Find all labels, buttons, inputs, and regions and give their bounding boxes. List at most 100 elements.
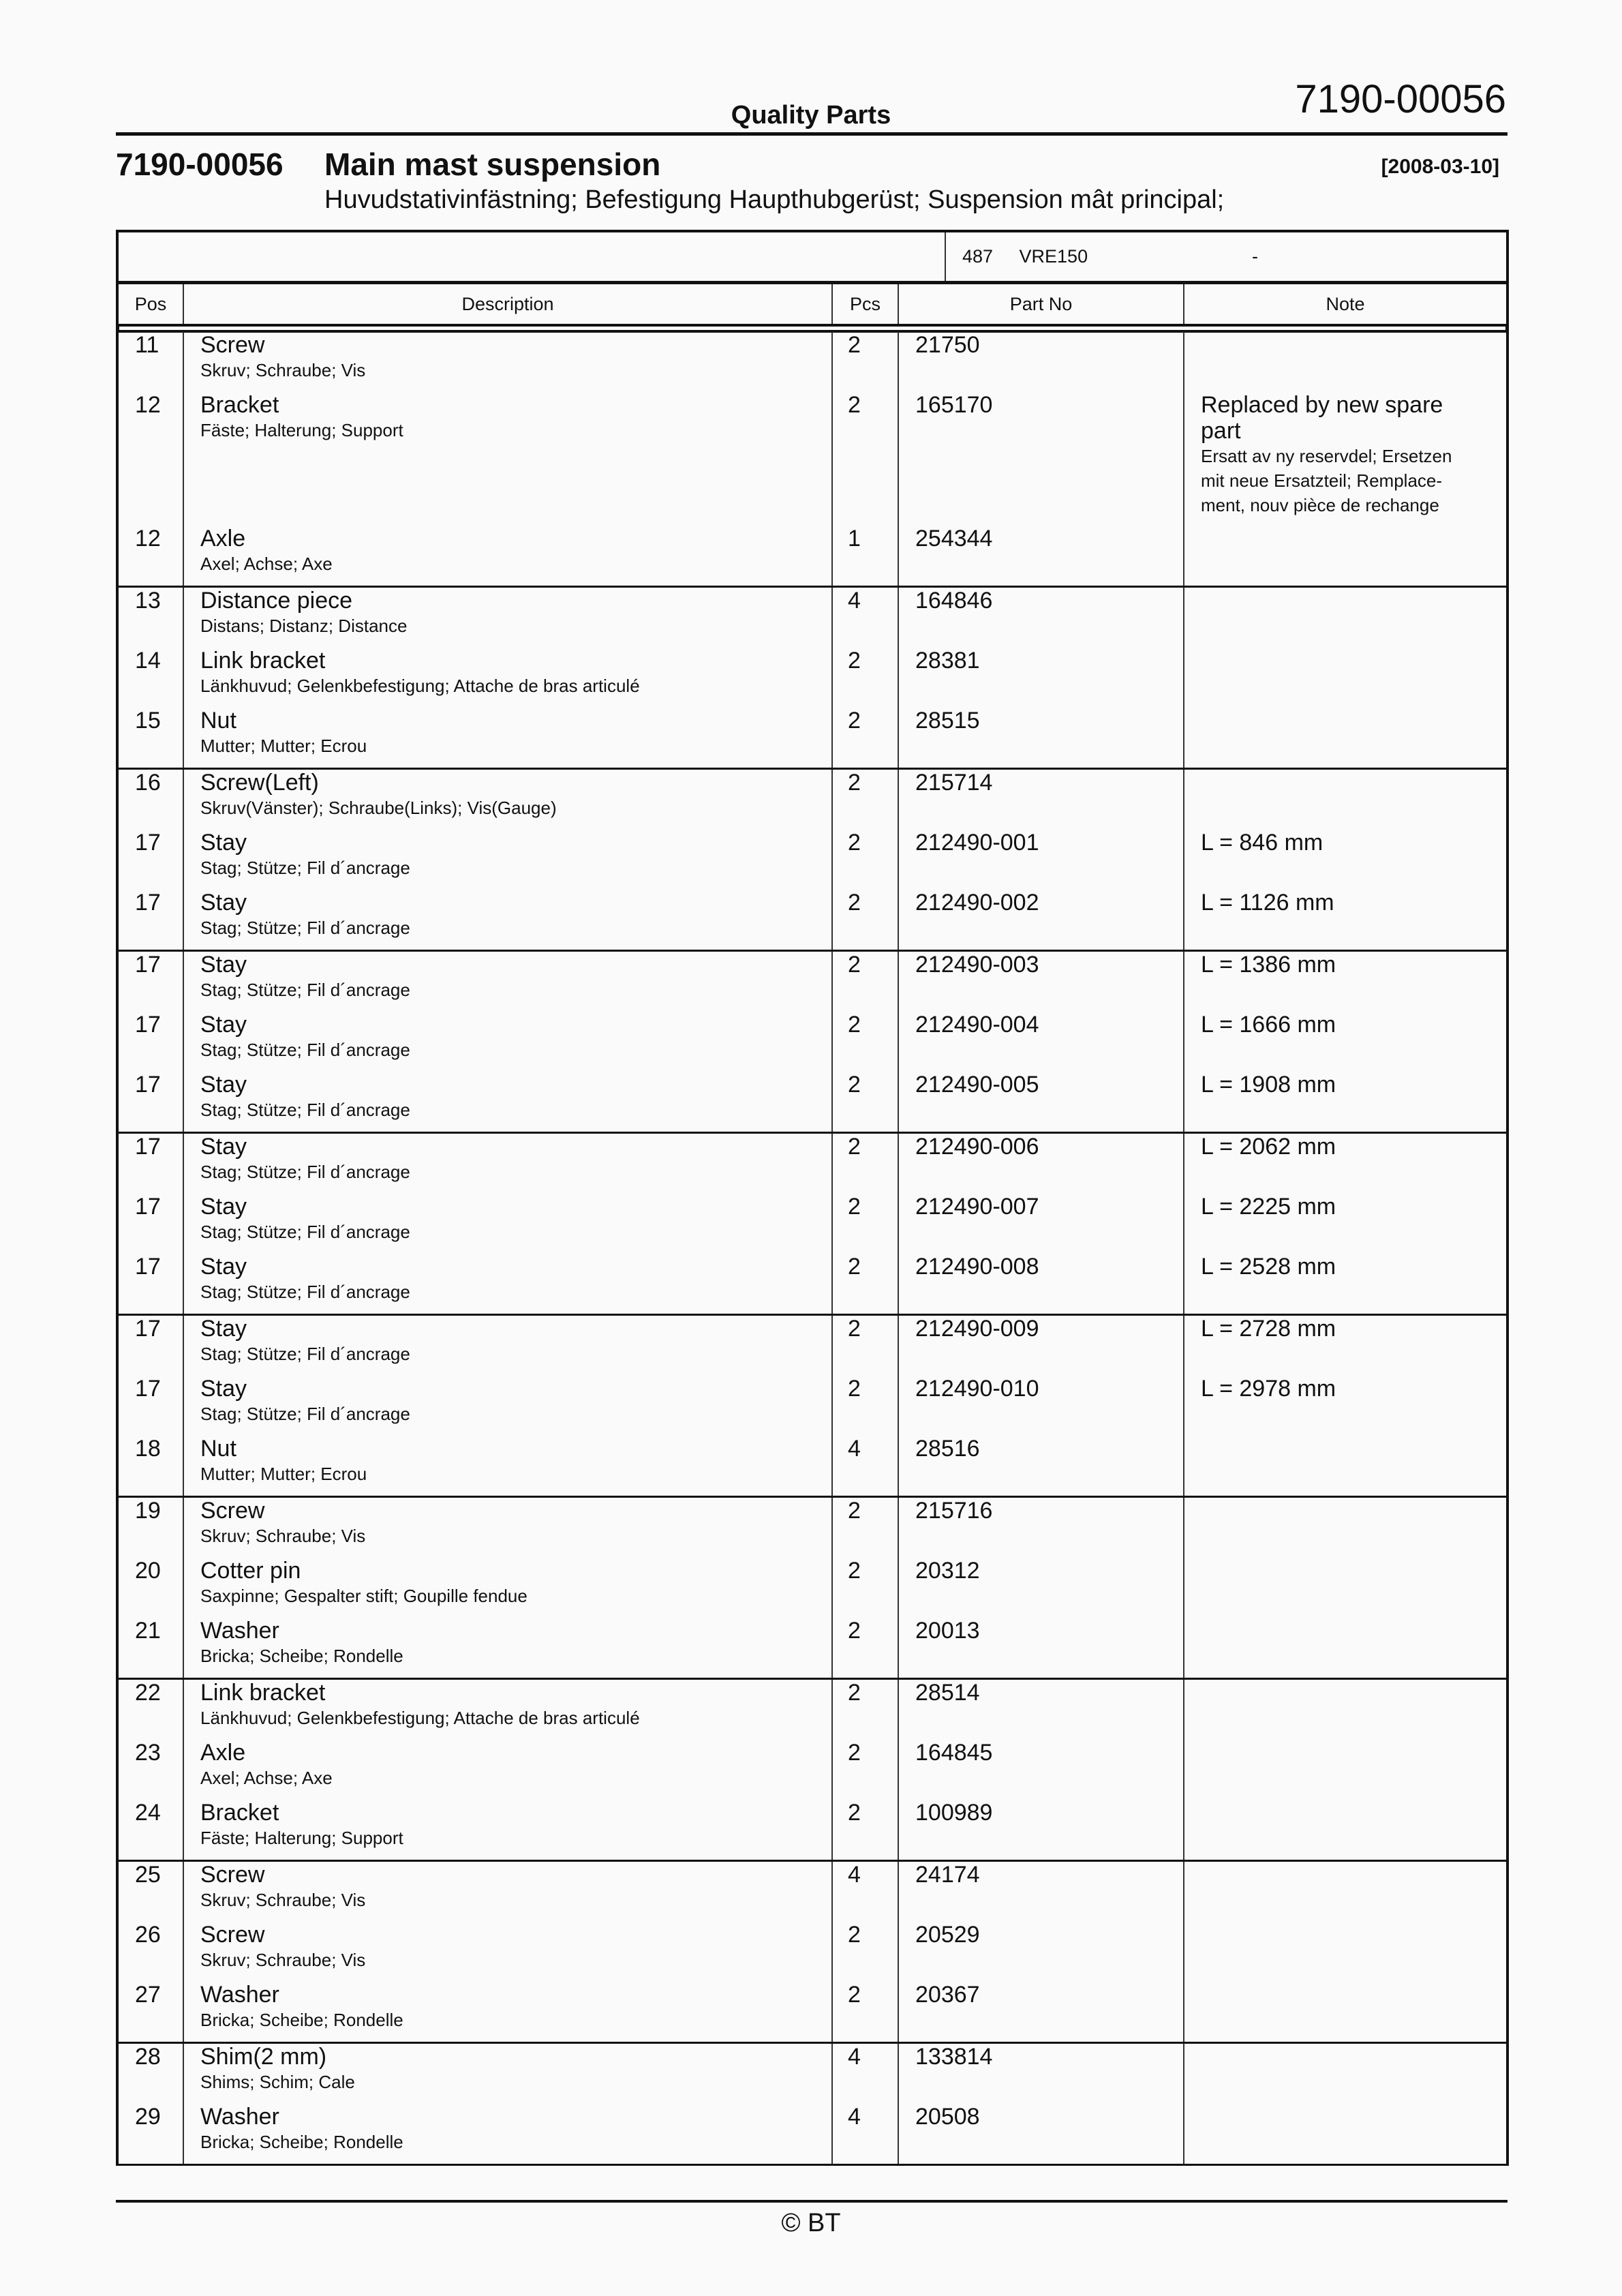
cell-pos: 25 [119,1862,184,1922]
cell-pcs: 2 [833,1316,899,1376]
part-name: Screw [200,1498,265,1524]
note-text: L = 2062 mm [1201,1134,1336,1160]
cell-part-no: 24174 [899,1862,1184,1922]
header-title: Quality Parts [731,101,891,130]
cell-description: Stay Stag; Stütze; Fil d´ancrage [184,1134,833,1194]
cell-pcs: 2 [833,332,899,392]
column-header-pcs: Pcs [833,284,899,324]
model-info-cell: 487 VRE150 - [945,232,1508,281]
model-range: - [1252,246,1259,267]
part-name: Stay [200,1376,247,1402]
table-row: 17 Stay Stag; Stütze; Fil d´ancrage 2 212490… [119,952,1506,1012]
part-name: Screw [200,1862,265,1888]
cell-part-no: 215714 [899,770,1184,830]
cell-pos: 21 [119,1618,184,1678]
cell-note [1184,1862,1506,1922]
row-group: 17 Stay Stag; Stütze; Fil d´ancrage 2 212490… [119,1134,1506,1316]
cell-note: L = 846 mm [1184,830,1506,890]
cell-note [1184,1922,1506,1982]
cell-pos: 27 [119,1982,184,2042]
note-text: Replaced by new spare part [1201,392,1443,444]
part-name: Link bracket [200,648,326,674]
part-translation: Stag; Stütze; Fil d´ancrage [200,1100,410,1120]
cell-part-no: 212490-006 [899,1134,1184,1194]
table-row: 16 Screw(Left) Skruv(Vänster); Schraube(Li… [119,770,1506,830]
cell-part-no: 212490-005 [899,1072,1184,1132]
note-text: L = 2978 mm [1201,1376,1336,1402]
part-translation: Länkhuvud; Gelenkbefestigung; Attache de… [200,676,640,696]
row-group: 13 Distance piece Distans; Distanz; Distan… [119,588,1506,770]
part-translation: Stag; Stütze; Fil d´ancrage [200,918,410,938]
note-text: L = 846 mm [1201,830,1323,856]
footer-divider [116,2200,1508,2203]
cell-pos: 29 [119,2104,184,2164]
table-row: 24 Bracket Fäste; Halterung; Support 2 10098… [119,1800,1506,1860]
table-row: 12 Axle Axel; Achse; Axe 1 254344 [119,526,1506,586]
note-text: L = 1908 mm [1201,1072,1336,1098]
cell-pos: 17 [119,1254,184,1314]
part-name: Washer [200,1618,279,1644]
part-name: Stay [200,1316,247,1342]
cell-description: Stay Stag; Stütze; Fil d´ancrage [184,1194,833,1254]
cell-note [1184,708,1506,768]
part-name: Link bracket [200,1680,326,1706]
cell-description: Screw Skruv; Schraube; Vis [184,332,833,392]
cell-description: Screw Skruv; Schraube; Vis [184,1922,833,1982]
cell-part-no: 164846 [899,588,1184,648]
cell-part-no: 165170 [899,392,1184,526]
header-divider [116,132,1508,136]
part-translation: Bricka; Scheibe; Rondelle [200,1646,403,1666]
part-translation: Skruv; Schraube; Vis [200,360,366,380]
cell-note [1184,1618,1506,1678]
cell-part-no: 28514 [899,1680,1184,1740]
part-translation: Stag; Stütze; Fil d´ancrage [200,1040,410,1060]
cell-description: Washer Bricka; Scheibe; Rondelle [184,1618,833,1678]
table-row: 18 Nut Mutter; Mutter; Ecrou 4 28516 [119,1436,1506,1496]
section-subtitle: Huvudstativinfästning; Befestigung Haupt… [324,185,1225,214]
cell-note: L = 1126 mm [1184,890,1506,950]
cell-part-no: 212490-002 [899,890,1184,950]
column-header-note: Note [1326,294,1365,314]
part-name: Nut [200,1436,236,1462]
column-header-pos: Pos [119,284,184,324]
cell-description: Stay Stag; Stütze; Fil d´ancrage [184,830,833,890]
cell-part-no: 28515 [899,708,1184,768]
cell-pcs: 4 [833,1436,899,1496]
cell-part-no: 20529 [899,1922,1184,1982]
cell-pos: 16 [119,770,184,830]
table-row: 15 Nut Mutter; Mutter; Ecrou 2 28515 [119,708,1506,768]
table-row: 23 Axle Axel; Achse; Axe 2 164845 [119,1740,1506,1800]
table-header: Pos Description Pcs Part No Note [119,284,1506,327]
cell-note: L = 2062 mm [1184,1134,1506,1194]
part-translation: Axel; Achse; Axe [200,1768,333,1788]
cell-part-no: 20367 [899,1982,1184,2042]
cell-pcs: 2 [833,708,899,768]
cell-description: Axle Axel; Achse; Axe [184,526,833,586]
cell-part-no: 212490-010 [899,1376,1184,1436]
part-translation: Axel; Achse; Axe [200,554,333,574]
column-header-description: Description [184,284,833,324]
table-row: 17 Stay Stag; Stütze; Fil d´ancrage 2 212490… [119,1376,1506,1436]
note-text: L = 2528 mm [1201,1254,1336,1280]
table-row: 20 Cotter pin Saxpinne; Gespalter stift; G… [119,1558,1506,1618]
model-name: VRE150 [1019,246,1088,267]
cell-note: L = 2225 mm [1184,1194,1506,1254]
cell-note [1184,2044,1506,2104]
part-translation: Länkhuvud; Gelenkbefestigung; Attache de… [200,1708,640,1728]
cell-note [1184,526,1506,586]
cell-pcs: 2 [833,952,899,1012]
cell-description: Screw Skruv; Schraube; Vis [184,1498,833,1558]
parts-table: 487 VRE150 - Pos Description Pcs Part No… [116,230,1509,2166]
cell-note: Replaced by new spare part Ersatt av ny r… [1184,392,1506,526]
model-code: 487 [962,246,994,267]
cell-note: L = 1386 mm [1184,952,1506,1012]
note-text: L = 1666 mm [1201,1012,1336,1038]
part-translation: Bricka; Scheibe; Rondelle [200,2132,403,2152]
part-name: Stay [200,830,247,856]
cell-pcs: 2 [833,1254,899,1314]
cell-pcs: 2 [833,648,899,708]
part-translation: Skruv(Vänster); Schraube(Links); Vis(Gau… [200,798,557,818]
note-translation: Ersatt av ny reservdel; Ersetzen mit neu… [1201,446,1452,515]
table-row: 19 Screw Skruv; Schraube; Vis 2 215716 [119,1498,1506,1558]
table-row: 12 Bracket Fäste; Halterung; Support 2 16517… [119,392,1506,526]
